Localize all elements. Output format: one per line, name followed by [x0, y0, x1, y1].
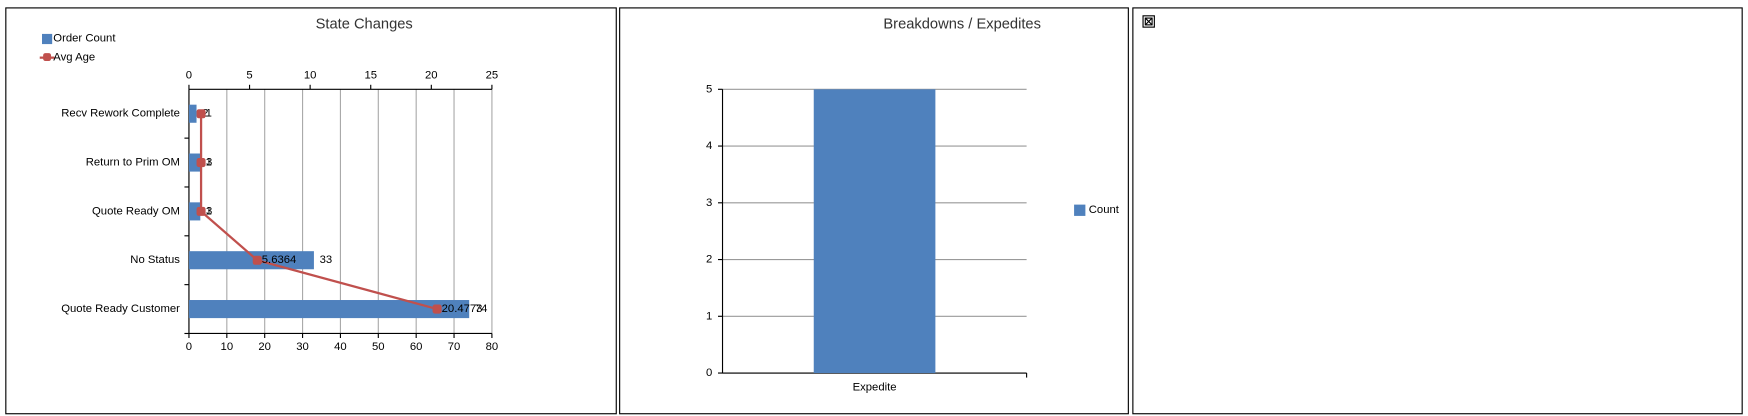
- bar: [813, 89, 936, 374]
- panel: [1132, 7, 1743, 415]
- panel: [5, 7, 617, 415]
- data-label: 3: [206, 157, 212, 169]
- x-tick-label: 50: [372, 341, 385, 353]
- x2-tick-label: 25: [486, 70, 499, 82]
- marker: [196, 158, 206, 168]
- bar: [188, 104, 197, 123]
- marker: [252, 255, 262, 265]
- data-label: 3: [206, 205, 212, 217]
- x-tick-label: 80: [486, 341, 499, 353]
- data-label: 1: [206, 157, 212, 169]
- x2-tick-label: 20: [425, 70, 438, 82]
- y-tick-label: 2: [706, 254, 712, 266]
- y-tick-label: Quote Ready OM: [92, 205, 180, 217]
- y-tick-label: 5: [706, 83, 712, 95]
- data-label: 74: [475, 303, 488, 315]
- marker: [196, 109, 206, 119]
- y-tick-label: 0: [706, 367, 712, 379]
- x-tick-label: 20: [258, 341, 271, 353]
- chart-title: State Changes: [316, 17, 413, 33]
- bar: [188, 153, 201, 172]
- data-label: 1: [206, 205, 212, 217]
- legend-label: Avg Age: [53, 52, 95, 64]
- x-tick-label: 70: [448, 341, 461, 353]
- chart-title: Breakdowns / Expedites: [883, 17, 1041, 33]
- x-tick-label: 40: [334, 341, 347, 353]
- data-label: 33: [320, 254, 333, 266]
- y-tick-label: 3: [706, 197, 712, 209]
- x-tick-label: Expedite: [853, 382, 897, 394]
- legend-swatch: [42, 33, 53, 45]
- x-tick-label: 10: [221, 341, 234, 353]
- data-label: 20.4773: [442, 303, 483, 315]
- bar: [188, 300, 470, 319]
- x2-tick-label: 0: [186, 70, 192, 82]
- y-tick-label: Recv Rework Complete: [61, 108, 180, 120]
- bar: [188, 202, 201, 221]
- broken-image-icon: [1142, 15, 1155, 28]
- y-tick-label: No Status: [130, 254, 180, 266]
- bar: [188, 251, 314, 270]
- x-tick-label: 30: [296, 341, 309, 353]
- x2-tick-label: 5: [246, 70, 252, 82]
- y-tick-label: Quote Ready Customer: [61, 303, 180, 315]
- legend-label: Count: [1089, 204, 1120, 216]
- legend-label: Order Count: [53, 32, 116, 44]
- y-tick-label: Return to Prim OM: [86, 157, 180, 169]
- legend-swatch: [43, 53, 52, 62]
- data-label: 1: [206, 108, 212, 120]
- x-tick-label: 60: [410, 341, 423, 353]
- data-label: 5.6364: [262, 254, 297, 266]
- x-tick-label: 0: [186, 341, 192, 353]
- marker: [432, 304, 442, 314]
- legend-swatch: [1074, 204, 1086, 216]
- x2-tick-label: 10: [304, 70, 317, 82]
- y-tick-label: 4: [706, 140, 712, 152]
- y-tick-label: 1: [706, 310, 712, 322]
- x2-tick-label: 15: [364, 70, 377, 82]
- marker: [196, 206, 206, 216]
